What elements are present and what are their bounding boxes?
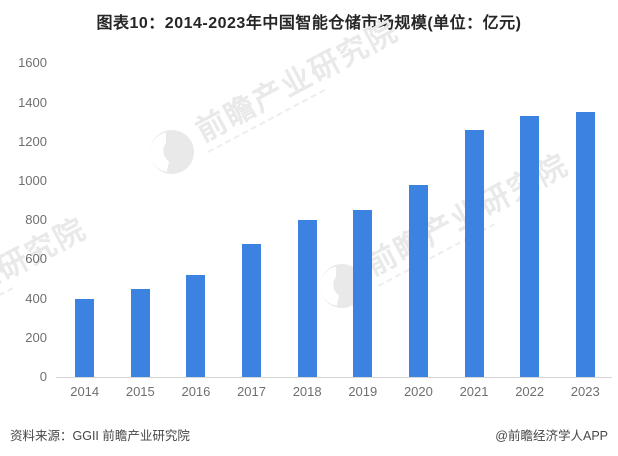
- x-axis-tick-label: 2019: [348, 384, 378, 399]
- bar-2020: [408, 184, 428, 377]
- y-axis-tick-label: 1400: [18, 94, 47, 110]
- bar-2019: [353, 210, 373, 377]
- x-axis-tick-label: 2021: [459, 384, 489, 399]
- x-axis-tick-label: 2016: [181, 384, 211, 399]
- bar-2014: [75, 298, 95, 377]
- y-axis-tick-label: 800: [25, 212, 47, 228]
- bar-2017: [242, 243, 262, 377]
- y-axis-tick-label: 1200: [18, 133, 47, 149]
- credit-note: @前瞻经济学人APP: [495, 429, 608, 443]
- y-axis-tick-label: 1000: [18, 173, 47, 188]
- y-axis-tick-label: 400: [25, 290, 47, 306]
- x-axis-tick-label: 2017: [237, 384, 266, 399]
- bar-2023: [575, 112, 595, 377]
- x-axis-tick-label: 2015: [125, 384, 155, 399]
- x-axis-tick-label: 2022: [515, 384, 545, 399]
- x-axis-line: [56, 377, 612, 378]
- x-axis-tick-label: 2014: [70, 384, 100, 399]
- y-axis-tick-label: 600: [25, 251, 47, 267]
- source-note: 资料来源：GGII 前瞻产业研究院: [10, 429, 190, 443]
- chart-title: 图表10：2014-2023年中国智能仓储市场规模(单位：亿元): [96, 15, 522, 32]
- bar-2015: [130, 288, 150, 377]
- x-axis-tick-label: 2023: [570, 384, 600, 399]
- y-axis-tick-label: 200: [25, 329, 47, 345]
- y-axis-tick-label: 1600: [18, 55, 47, 71]
- x-axis-tick-label: 2018: [292, 384, 322, 399]
- y-axis-tick-label: 0: [39, 369, 47, 384]
- bar-2018: [297, 220, 317, 377]
- bar-2021: [464, 130, 484, 377]
- bar-2016: [186, 275, 206, 377]
- x-axis-tick-label: 2020: [403, 384, 433, 399]
- bar-2022: [520, 116, 540, 377]
